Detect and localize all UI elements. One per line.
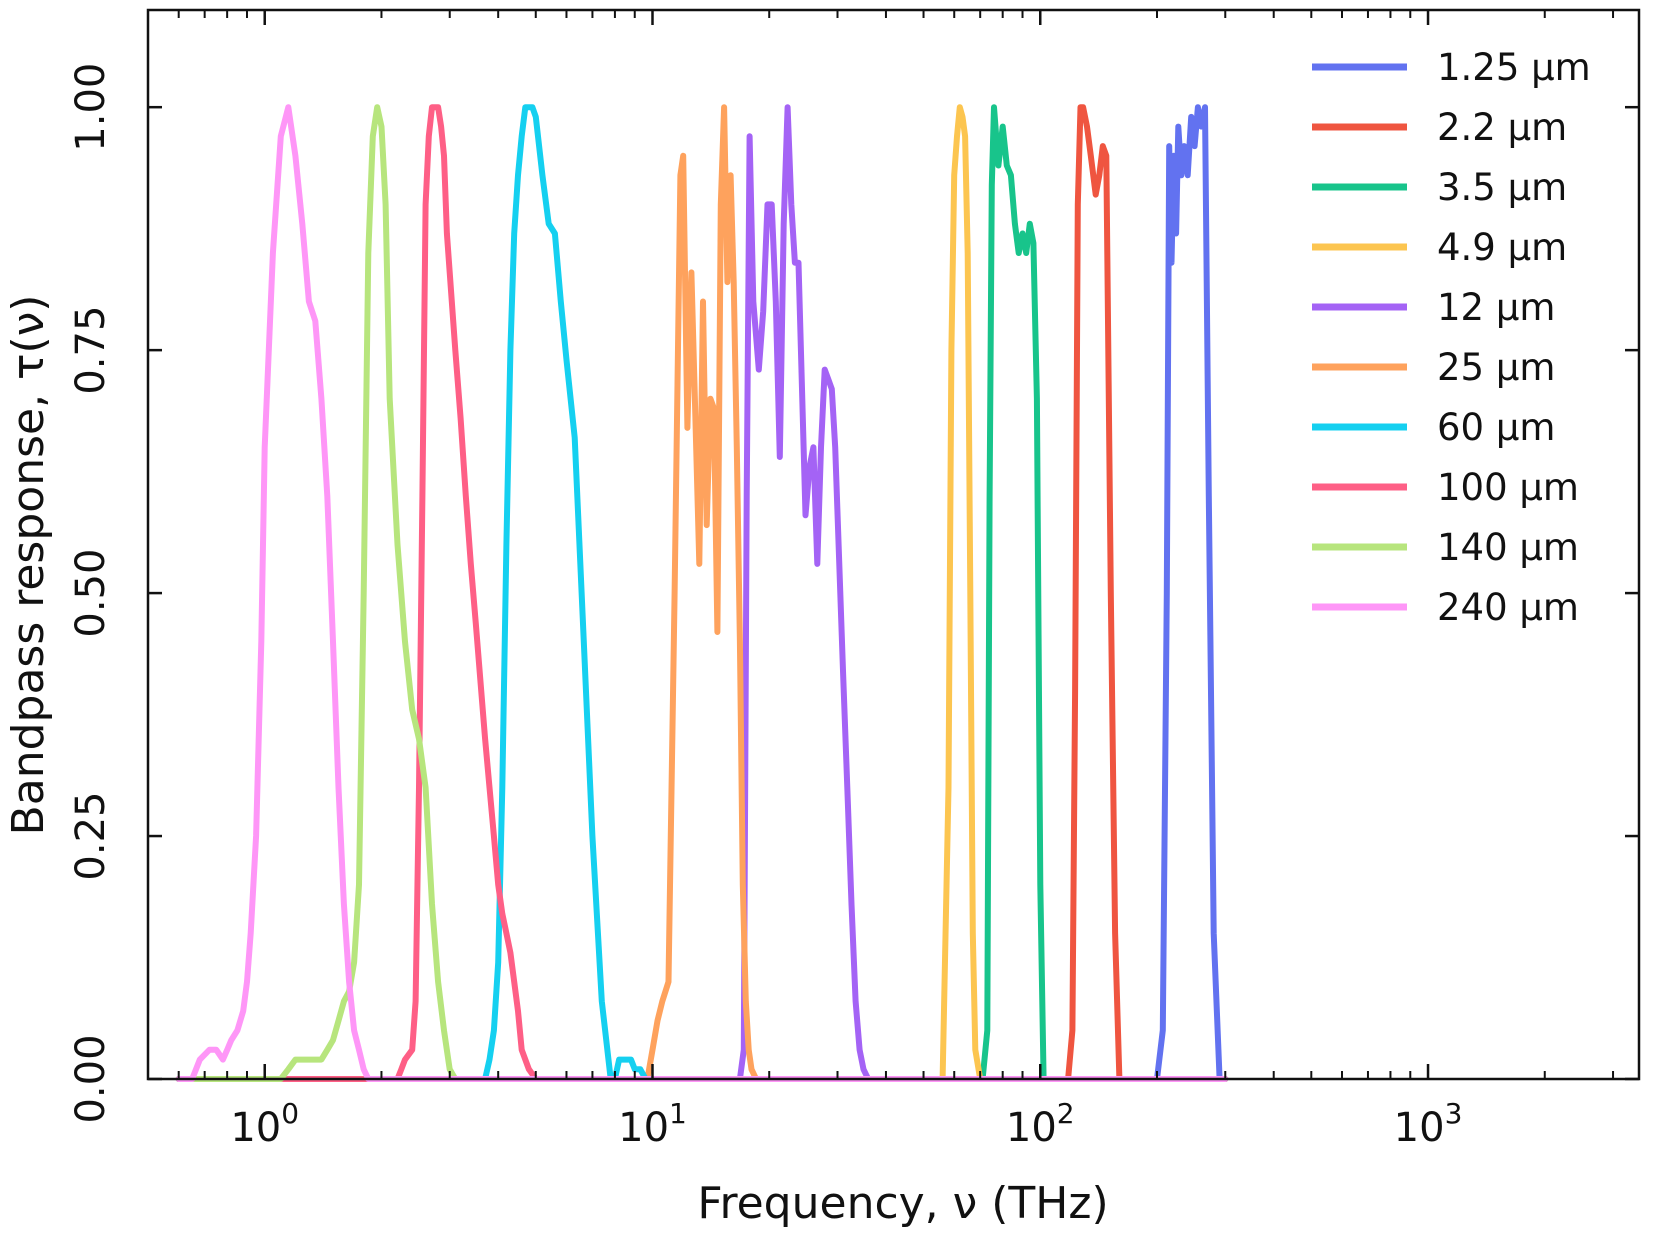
y-tick-label: 0.75 — [68, 306, 114, 395]
series-line-6 — [175, 104, 1229, 1082]
legend-label-7: 100 μm — [1437, 466, 1579, 509]
series-line-2 — [175, 104, 1229, 1082]
y-tick-label: 0.50 — [68, 549, 114, 638]
series-line-0 — [175, 104, 1229, 1082]
series-line-1 — [175, 104, 1229, 1082]
legend: 1.25 μm 2.2 μm 3.5 μm 4.9 μm 12 μm 25 μm 60 μm… — [1312, 46, 1591, 629]
y-tick-label: 0.00 — [68, 1034, 114, 1123]
legend-label-8: 140 μm — [1437, 526, 1579, 569]
legend-label-0: 1.25 μm — [1437, 46, 1591, 89]
y-tick-label: 0.25 — [68, 792, 114, 881]
series-line-4 — [175, 104, 1229, 1082]
legend-label-4: 12 μm — [1437, 286, 1555, 329]
legend-label-3: 4.9 μm — [1437, 226, 1567, 269]
x-tick-label: 100 — [230, 1097, 299, 1151]
axes: 0.00 0.25 0.50 0.75 1.00 100 101 102 103 — [68, 8, 1641, 1151]
x-tick-label: 101 — [618, 1097, 687, 1151]
series-line-5 — [175, 104, 1229, 1082]
series-lines — [175, 104, 1229, 1082]
series-line-9 — [175, 104, 1229, 1082]
plot-frame — [146, 8, 1641, 1081]
legend-label-5: 25 μm — [1437, 346, 1555, 389]
legend-label-1: 2.2 μm — [1437, 106, 1567, 149]
series-line-7 — [175, 104, 1229, 1082]
y-tick-label: 1.00 — [68, 63, 114, 152]
series-line-3 — [175, 104, 1229, 1082]
series-line-8 — [175, 104, 1229, 1082]
x-tick-label: 103 — [1394, 1097, 1463, 1151]
y-axis-label: Bandpass response, τ(ν) — [3, 295, 54, 836]
legend-label-6: 60 μm — [1437, 406, 1555, 449]
legend-label-2: 3.5 μm — [1437, 166, 1567, 209]
x-tick-label: 102 — [1006, 1097, 1075, 1151]
legend-label-9: 240 μm — [1437, 586, 1579, 629]
x-axis-label: Frequency, ν (THz) — [697, 1178, 1108, 1229]
